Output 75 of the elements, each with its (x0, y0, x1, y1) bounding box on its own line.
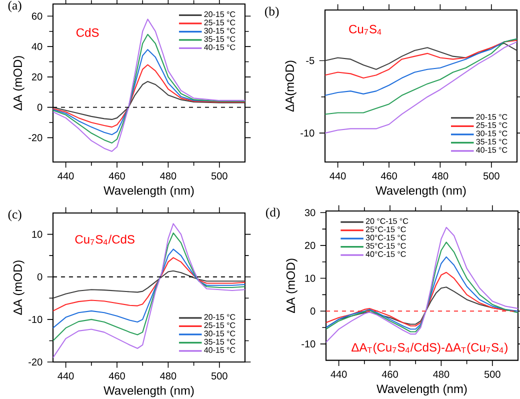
x-tick-label: 460 (108, 172, 125, 180)
y-tick-label: 10 (305, 274, 316, 282)
line-series (326, 242, 518, 332)
x-tick-label: 500 (211, 172, 228, 180)
y-axis-title: ΔA (mOD) (286, 258, 298, 313)
y-tick-label: 0 (37, 273, 42, 280)
y-tick-label: 40 (32, 42, 42, 50)
line-series (53, 64, 245, 128)
chart-title: (b) (265, 6, 279, 18)
line-series (325, 40, 517, 79)
y-tick-label: 60 (32, 12, 42, 20)
x-axis-title: Wavelength (nm) (104, 386, 194, 398)
x-tick-label: 500 (211, 372, 228, 380)
x-tick-label: 440 (58, 172, 74, 180)
y-tick-label: -20 (28, 358, 42, 366)
legend-label: 30-15 °C (204, 28, 236, 34)
legend-label: 35-15 °C (204, 338, 236, 345)
x-tick-label: 480 (433, 370, 450, 378)
y-tick-label: 30 (304, 209, 316, 216)
x-tick-label: 500 (483, 172, 500, 180)
x-tick-label: 460 (380, 172, 397, 180)
line-series (53, 18, 245, 152)
legend-label: 20 °C-15 °C (366, 218, 408, 224)
y-tick-label: 0 (37, 104, 42, 111)
x-tick-label: 440 (330, 172, 346, 180)
legend-label: 25-15 °C (476, 122, 508, 128)
y-tick-label: 0 (310, 308, 316, 315)
legend-label: 40°C-15 °C (366, 251, 406, 257)
legend-label: 20-15 °C (476, 114, 508, 120)
legend-label: 30-15 °C (476, 130, 508, 136)
legend-label: 35°C-15 °C (366, 243, 406, 249)
legend-label: 25-15 °C (204, 322, 236, 328)
x-axis-title: Wavelength (nm) (376, 384, 467, 396)
legend-label: 40-15 °C (476, 147, 508, 153)
legend-label: 30-15 °C (204, 330, 236, 336)
x-axis-title: Wavelength (nm) (104, 186, 194, 198)
y-tick-label: -10 (28, 316, 42, 323)
y-tick-label: -10 (300, 130, 314, 137)
y-axis-title: ΔA(mOD) (285, 60, 296, 112)
legend-label: 20-15 °C (204, 314, 236, 320)
y-axis-title: ΔA (mOD) (13, 260, 24, 315)
chart-title: (c) (8, 210, 22, 222)
y-tick-label: -20 (28, 134, 42, 142)
line-series (53, 223, 245, 358)
text: ΔA$_{T}$(Cu$_{7}$S$_{4}$/CdS)-ΔA$_{T}$(Cu$_{7}$S$_{4}$) (352, 342, 508, 354)
legend-label: 20-15 °C (204, 11, 236, 18)
y-tick-label: -10 (302, 340, 316, 348)
chart-title: (d) (266, 208, 280, 220)
annotation: CdS (76, 28, 99, 37)
x-axis-title: Wavelength (nm) (376, 186, 466, 198)
y-tick-label: -5 (306, 57, 314, 64)
chart-title: (a) (8, 0, 22, 12)
x-tick-label: 480 (160, 172, 176, 180)
legend-label: 25°C-15 °C (366, 226, 406, 232)
y-axis-title: ΔA (mOD) (13, 56, 24, 110)
annotation: Cu$_{7}$S$_{4}$ (349, 24, 382, 35)
legend-label: 35-15 °C (476, 138, 508, 145)
x-tick-label: 460 (108, 372, 125, 380)
y-tick-label: 20 (304, 242, 316, 250)
x-tick-label: 440 (330, 370, 347, 378)
legend-label: 40-15 °C (204, 44, 236, 50)
x-tick-label: 500 (484, 370, 500, 378)
legend-label: 30°C-15 °C (366, 234, 406, 240)
x-tick-label: 480 (432, 172, 448, 180)
legend-label: 25-15 °C (204, 20, 236, 26)
x-tick-label: 480 (160, 372, 176, 380)
line-series (326, 256, 518, 330)
legend-label: 40-15 °C (204, 347, 236, 353)
line-series (53, 80, 245, 120)
annotation: Cu$_{7}$S$_{4}$/CdS (75, 234, 134, 245)
legend-label: 35-15 °C (204, 36, 236, 42)
y-tick-label: 20 (32, 73, 42, 80)
x-tick-label: 460 (382, 370, 398, 378)
y-tick-label: 10 (32, 230, 42, 238)
x-tick-label: 440 (58, 372, 74, 380)
